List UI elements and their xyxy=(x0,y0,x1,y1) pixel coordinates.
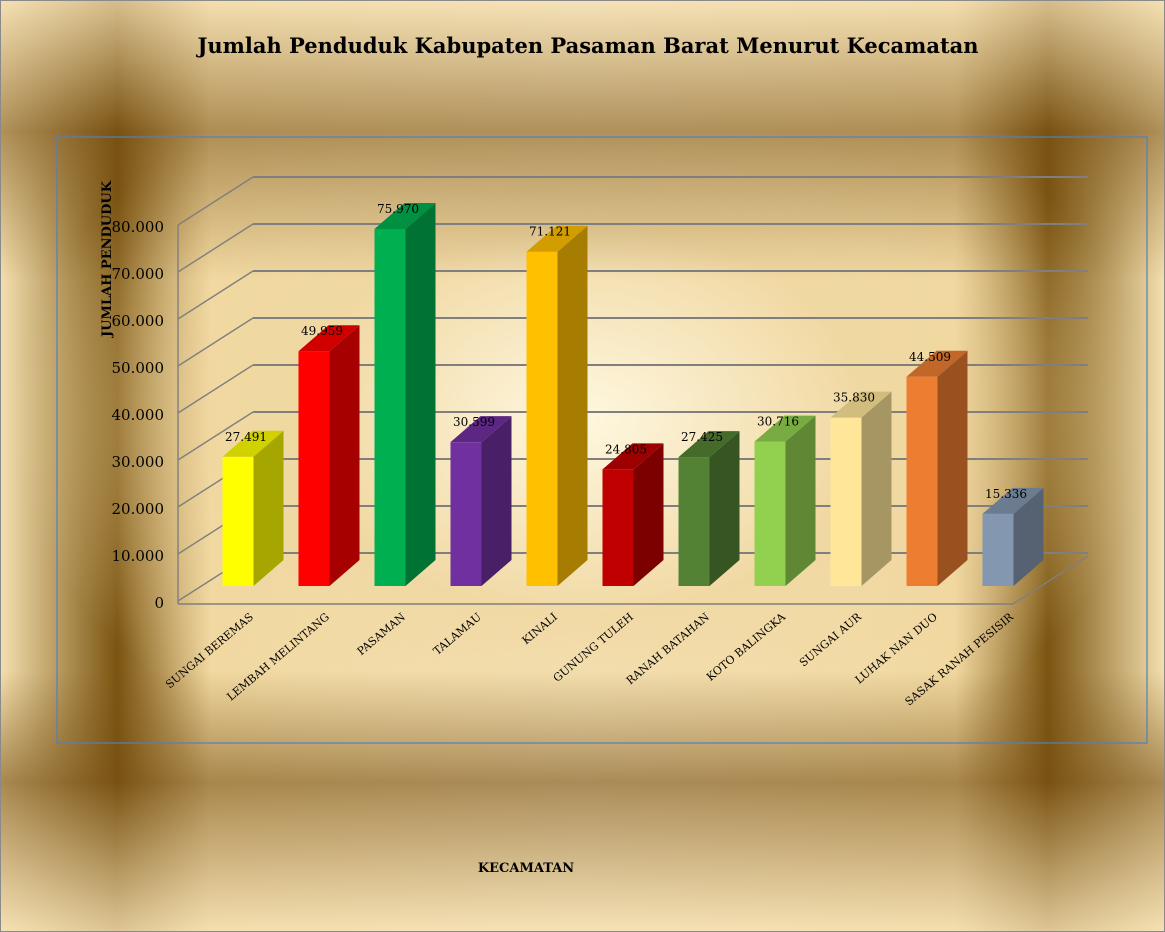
bar-front xyxy=(450,442,482,586)
x-tick-label: TALAMAU xyxy=(431,610,484,658)
bar-front xyxy=(298,351,330,586)
plot-area-frame xyxy=(56,136,1148,744)
side-gridline xyxy=(177,223,254,273)
side-gridline xyxy=(177,411,254,461)
bar xyxy=(754,415,816,586)
x-tick-label: KOTO BALINGKA xyxy=(704,610,789,684)
bar-side xyxy=(861,391,892,586)
y-tick-label: 40.000 xyxy=(112,406,165,424)
x-tick-label: KINALI xyxy=(520,610,560,647)
bar xyxy=(526,225,588,586)
bar-top xyxy=(222,430,284,457)
x-tick-label: GUNUNG TULEH xyxy=(551,610,636,684)
y-tick-label: 30.000 xyxy=(112,453,165,471)
bar-front xyxy=(830,417,862,586)
data-labels: 27.491 49.959 75.970 30.599 71.121 24.805 27.4… xyxy=(225,202,1027,501)
x-tick-label: SUNGAI AUR xyxy=(797,610,865,670)
bar-side xyxy=(709,431,740,586)
chart-title: Jumlah Penduduk Kabupaten Pasaman Barat … xyxy=(195,33,978,58)
bar-top xyxy=(298,325,360,352)
bar-front xyxy=(906,376,938,586)
bar xyxy=(298,325,360,586)
data-label: 30.716 xyxy=(757,415,799,429)
bar xyxy=(906,350,968,586)
x-tick-label: PASAMAN xyxy=(355,610,409,658)
bar-top xyxy=(678,431,740,458)
bar-side xyxy=(481,416,512,586)
bar xyxy=(450,416,512,586)
side-gridline xyxy=(177,364,254,414)
data-label: 27.425 xyxy=(681,430,723,444)
bar-side xyxy=(253,430,284,586)
side-gridline xyxy=(177,270,254,320)
data-label: 27.491 xyxy=(225,430,267,444)
bar-side xyxy=(329,325,360,586)
y-tick-label: 20.000 xyxy=(112,500,165,518)
bar xyxy=(678,431,740,586)
bar-front xyxy=(754,441,786,586)
data-label: 71.121 xyxy=(529,225,571,239)
data-label: 24.805 xyxy=(605,442,647,456)
bar-side xyxy=(405,202,436,587)
bar-front xyxy=(526,251,558,586)
data-label: 30.599 xyxy=(453,415,495,429)
data-label: 75.970 xyxy=(377,202,419,216)
bar xyxy=(602,443,664,586)
bar-top xyxy=(982,487,1044,514)
bar-side xyxy=(633,443,664,586)
bar-front xyxy=(602,469,634,586)
floor-edge xyxy=(1012,555,1089,605)
y-axis-ticks: 0 10.000 20.000 30.000 40.000 50.000 60.000 70.… xyxy=(112,218,165,612)
bar-side xyxy=(785,415,816,586)
y-tick-label: 80.000 xyxy=(112,218,165,236)
bar-top xyxy=(526,225,588,252)
x-tick-label: LUHAK NAN DUO xyxy=(853,610,940,686)
y-tick-label: 50.000 xyxy=(112,359,165,377)
bar-side xyxy=(1013,487,1044,586)
y-tick-label: 10.000 xyxy=(112,547,165,565)
bar-front xyxy=(222,456,254,586)
bars xyxy=(222,202,1044,587)
bar-front xyxy=(982,513,1014,586)
data-label: 49.959 xyxy=(301,324,343,338)
bar-top xyxy=(450,416,512,443)
bar-top xyxy=(830,391,892,418)
bar xyxy=(982,487,1044,586)
x-axis-title: KECAMATAN xyxy=(478,861,574,876)
bar xyxy=(830,391,892,586)
x-tick-label: RANAH BATAHAN xyxy=(624,610,712,687)
bar-front xyxy=(678,457,710,586)
bar-top xyxy=(906,350,968,377)
side-gridline xyxy=(177,317,254,367)
bar-top xyxy=(754,415,816,442)
bar-side xyxy=(557,225,588,586)
data-label: 15.336 xyxy=(985,487,1027,501)
bar-top xyxy=(374,202,436,229)
bar xyxy=(222,430,284,586)
data-label: 44.509 xyxy=(909,350,951,364)
bar-top xyxy=(602,443,664,470)
y-tick-label: 60.000 xyxy=(112,312,165,330)
y-axis-title: JUMLAH PENDUDUK xyxy=(100,180,115,338)
bar-front xyxy=(374,228,406,587)
side-gridline xyxy=(177,176,254,226)
bar-side xyxy=(937,350,968,586)
y-tick-label: 0 xyxy=(154,594,164,612)
bar xyxy=(374,202,436,587)
data-label: 35.830 xyxy=(833,391,875,405)
y-tick-label: 70.000 xyxy=(112,265,165,283)
